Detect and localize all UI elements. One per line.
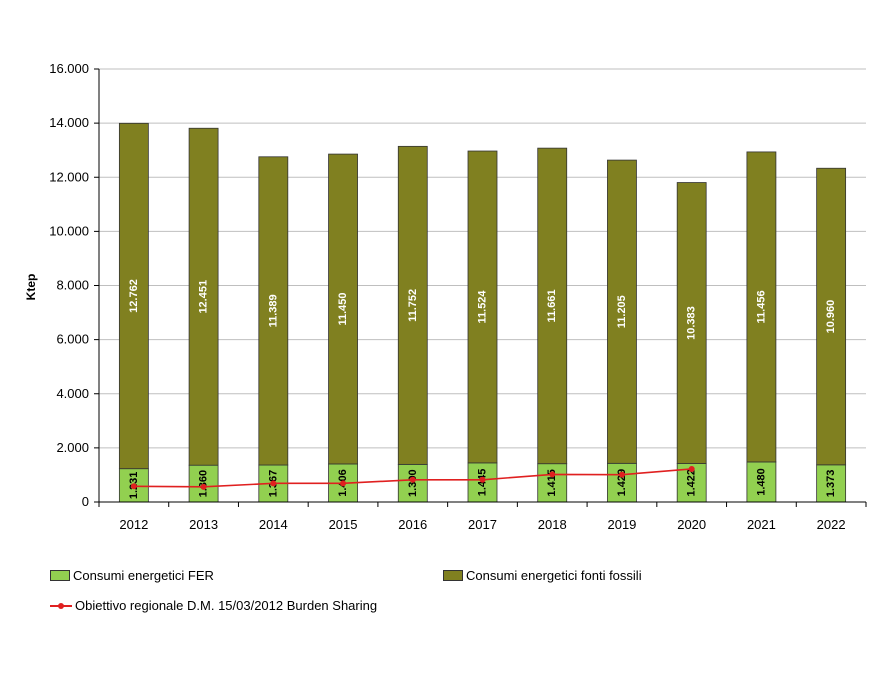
target-point [618,471,625,478]
data-label-fossili: 11.205 [616,295,628,328]
target-point [270,480,277,487]
bar-fer [607,462,637,503]
data-label-fer: 1.415 [546,469,558,497]
x-tick-label: 2016 [398,517,427,532]
data-label-fer: 1.422 [686,469,698,497]
bar-fer [746,461,777,503]
x-tick-label: 2019 [607,517,636,532]
legend-target: Obiettivo regionale D.M. 15/03/2012 Burd… [50,598,377,613]
bar-fossili [676,182,707,464]
data-label-fossili: 11.752 [407,289,419,322]
target-point [409,476,416,483]
y-tick-label: 0 [82,494,89,509]
x-tick-label: 2017 [468,517,497,532]
legend-fossili: Consumi energetici fonti fossili [443,568,642,583]
data-label-fossili: 10.383 [686,306,698,340]
x-tick-label: 2014 [259,517,288,532]
y-tick-label: 4.000 [56,386,89,401]
data-label-fossili: 10.960 [825,300,837,334]
y-tick-label: 10.000 [49,223,89,238]
legend-fer-label: Consumi energetici FER [73,568,214,583]
bar-fossili [258,156,289,466]
stacked-bar-chart: 1.23112.7621.36012.4511.36711.3891.40611… [24,61,867,532]
bar-fer [188,464,219,503]
y-tick-label: 12.000 [49,169,89,184]
y-tick-label: 8.000 [56,278,89,293]
data-label-fossili: 11.524 [477,290,489,324]
bar-fossili [816,167,847,466]
target-point [340,480,347,487]
data-label-fer: 1.373 [825,470,837,498]
data-label-fossili: 11.389 [267,294,279,327]
bar-fossili [746,151,777,463]
x-tick-label: 2012 [119,517,148,532]
data-label-fossili: 11.450 [337,292,349,325]
legend-fossili-swatch [443,570,463,581]
y-tick-label: 6.000 [56,332,89,347]
bar-fossili [537,147,568,465]
data-label-fossili: 11.456 [755,290,767,323]
axes: 0 2.000 4.000 6.000 8.000 10.000 12.000 14.000 1… [49,61,867,532]
data-label-fer: 1.429 [616,469,628,497]
x-tick-label: 2021 [747,517,776,532]
y-tick-label: 16.000 [49,61,89,76]
data-label-fer: 1.480 [755,468,767,496]
legend-fer: Consumi energetici FER [50,568,214,583]
legend-target-label: Obiettivo regionale D.M. 15/03/2012 Burd… [75,598,378,613]
data-label-fer: 1.360 [198,470,210,498]
x-tick-label: 2020 [677,517,706,532]
x-tick-label: 2013 [189,517,218,532]
data-label-fer: 1.390 [407,469,419,497]
y-tick-label: 14.000 [49,115,89,130]
bar-fer [537,463,568,503]
bar-fossili [188,127,219,466]
target-point [479,476,486,483]
bar-fossili [118,122,149,470]
legend-target-swatch [50,601,72,611]
x-tick-label: 2015 [329,517,358,532]
target-point [200,483,207,490]
bar-fossili [607,159,637,464]
legend-fer-swatch [50,570,70,581]
x-tick-label: 2022 [817,517,846,532]
data-label-fossili: 12.451 [198,280,210,314]
target-point [130,483,137,490]
target-line [130,465,695,490]
bar-fossili [328,153,358,465]
bar-fer [397,463,428,503]
y-axis-label: Ktep [24,274,38,301]
data-label-fossili: 12.762 [128,279,140,313]
bar-fossili [397,145,428,465]
target-point [549,471,556,478]
x-tick-label: 2018 [538,517,567,532]
bars: 1.23112.7621.36012.4511.36711.3891.40611… [118,122,847,503]
y-tick-label: 2.000 [56,440,89,455]
bar-fossili [467,150,498,464]
data-label-fossili: 11.661 [546,289,558,322]
target-point [688,465,695,472]
legend-fossili-label: Consumi energetici fonti fossili [466,568,642,583]
